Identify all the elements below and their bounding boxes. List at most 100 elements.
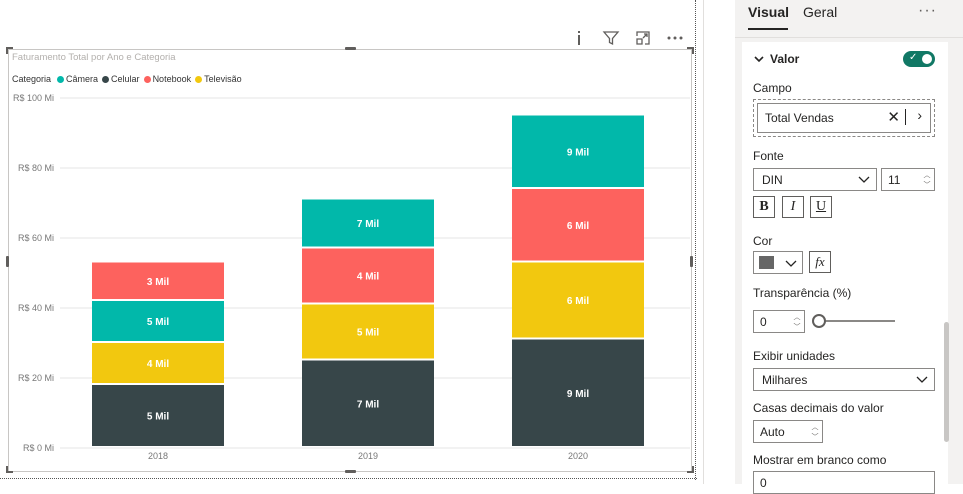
resize-handle-right[interactable] <box>690 256 693 267</box>
data-label: 3 Mil <box>147 277 169 288</box>
remove-field-icon[interactable]: ✕ <box>887 109 900 126</box>
resize-handle-left[interactable] <box>6 256 9 267</box>
data-label: 4 Mil <box>357 272 379 283</box>
fonte-label: Fonte <box>753 149 784 163</box>
font-size-value: 11 <box>888 172 901 187</box>
legend-dot <box>143 75 151 83</box>
transparency-value: 0 <box>760 314 767 329</box>
bar-segment[interactable] <box>302 304 434 359</box>
display-units-select[interactable]: Milhares <box>753 368 935 391</box>
casas-decimais-label: Casas decimais do valor <box>753 401 884 415</box>
active-tab-indicator <box>748 28 788 30</box>
section-header-valor[interactable]: Valor <box>753 52 799 66</box>
legend-label: Celular <box>111 74 140 84</box>
display-units-value: Milhares <box>762 372 808 387</box>
page-boundary-bottom <box>0 478 697 479</box>
x-tick-label: 2018 <box>148 451 168 461</box>
legend-title: Categoria <box>12 74 52 84</box>
report-canvas: Faturamento Total por Ano e Categoria Ca… <box>0 0 697 480</box>
conditional-format-button[interactable]: fx <box>809 251 831 273</box>
resize-corner-tr[interactable] <box>687 47 694 54</box>
data-label: 9 Mil <box>567 389 589 400</box>
italic-button[interactable]: I <box>782 196 804 218</box>
valor-toggle[interactable]: ✓ <box>903 51 935 67</box>
pane-scrollbar[interactable] <box>944 322 949 442</box>
y-tick-label: R$ 20 Mi <box>18 373 54 383</box>
pane-more-options-icon[interactable]: ··· <box>918 2 937 19</box>
y-tick-label: R$ 100 Mi <box>13 93 54 103</box>
campo-field[interactable]: Total Vendas ✕ › <box>757 103 931 133</box>
font-size-spinner[interactable]: 11 ︿ ﹀ <box>881 168 935 191</box>
bar-segment[interactable] <box>512 189 644 261</box>
stacked-column-chart: R$ 0 Mi R$ 20 Mi R$ 40 Mi R$ 60 Mi R$ 80 Mi R… <box>13 93 690 461</box>
y-tick-label: R$ 0 Mi <box>23 443 54 453</box>
chevron-down-icon <box>754 56 764 63</box>
chevron-right-icon[interactable]: › <box>917 107 922 123</box>
color-picker[interactable] <box>753 251 803 274</box>
resize-corner-br[interactable] <box>687 466 694 473</box>
transparency-slider-thumb[interactable] <box>812 314 826 328</box>
bold-button[interactable]: B <box>753 196 775 218</box>
chart-legend: Categoria Câmera Celular Notebook Televi… <box>12 74 246 84</box>
exibir-unidades-label: Exibir unidades <box>753 349 836 363</box>
data-label: 7 Mil <box>357 399 379 410</box>
cor-label: Cor <box>753 234 773 248</box>
decimal-places-value: Auto <box>760 424 785 439</box>
color-swatch <box>759 256 774 269</box>
bar-segment[interactable] <box>302 360 434 447</box>
bar-segment[interactable] <box>92 343 224 383</box>
spinner-arrows-icon[interactable]: ︿ ﹀ <box>923 172 931 189</box>
transparency-slider-track[interactable] <box>819 320 895 322</box>
legend-dot <box>195 75 203 83</box>
mostrar-branco-label: Mostrar em branco como <box>753 453 887 467</box>
transparencia-label: Transparência (%) <box>753 286 852 300</box>
bar-segment[interactable] <box>512 339 644 447</box>
bar-segment[interactable] <box>92 301 224 341</box>
collapsed-panes-strip <box>703 0 735 484</box>
underline-button[interactable]: U <box>810 196 832 218</box>
chart-title: Faturamento Total por Ano e Categoria <box>12 52 176 63</box>
bar-segment[interactable] <box>92 385 224 446</box>
tab-visual[interactable]: Visual <box>748 4 789 20</box>
info-icon[interactable] <box>570 29 588 47</box>
chevron-down-icon <box>785 260 797 267</box>
legend-item-televisao[interactable]: Televisão <box>195 74 242 84</box>
bar-segment[interactable] <box>302 199 434 247</box>
tab-geral[interactable]: Geral <box>803 4 838 20</box>
resize-handle-bottom[interactable] <box>345 470 356 473</box>
format-pane: Visual Geral ··· Valor ✓ Campo Total Ven… <box>735 0 963 494</box>
resize-corner-bl[interactable] <box>6 466 13 473</box>
spinner-arrows-icon[interactable]: ︿ ﹀ <box>811 424 819 441</box>
data-label: 7 Mil <box>357 219 379 230</box>
blank-value-input[interactable]: 0 <box>753 471 935 494</box>
resize-handle-top[interactable] <box>345 47 356 50</box>
legend-item-camera[interactable]: Câmera <box>57 74 98 84</box>
bar-segment[interactable] <box>512 262 644 338</box>
visual-header <box>570 28 684 48</box>
decimal-places-spinner[interactable]: Auto ︿ ﹀ <box>753 420 823 443</box>
data-label: 6 Mil <box>567 296 589 307</box>
x-tick-label: 2019 <box>358 451 378 461</box>
focus-mode-icon[interactable] <box>634 29 652 47</box>
filter-icon[interactable] <box>602 29 620 47</box>
toggle-knob <box>922 54 932 64</box>
check-icon: ✓ <box>909 52 918 63</box>
legend-dot <box>102 75 110 83</box>
spinner-arrows-icon[interactable]: ︿ ﹀ <box>793 314 801 331</box>
transparency-spinner[interactable]: 0 ︿ ﹀ <box>753 310 805 333</box>
legend-item-notebook[interactable]: Notebook <box>143 74 192 84</box>
y-tick-label: R$ 80 Mi <box>18 163 54 173</box>
y-tick-label: R$ 60 Mi <box>18 233 54 243</box>
bar-segment[interactable] <box>512 115 644 188</box>
legend-label: Notebook <box>152 74 192 84</box>
legend-dot <box>57 75 65 83</box>
more-options-icon[interactable] <box>666 29 684 47</box>
x-tick-label: 2020 <box>568 451 588 461</box>
data-label: 4 Mil <box>147 359 169 370</box>
bar-segment[interactable] <box>302 248 434 303</box>
bar-segment[interactable] <box>92 262 224 300</box>
campo-field-well[interactable]: Total Vendas ✕ › <box>753 99 935 137</box>
resize-corner-tl[interactable] <box>6 47 13 54</box>
font-family-select[interactable]: DIN <box>753 168 877 191</box>
legend-item-celular[interactable]: Celular <box>102 74 140 84</box>
